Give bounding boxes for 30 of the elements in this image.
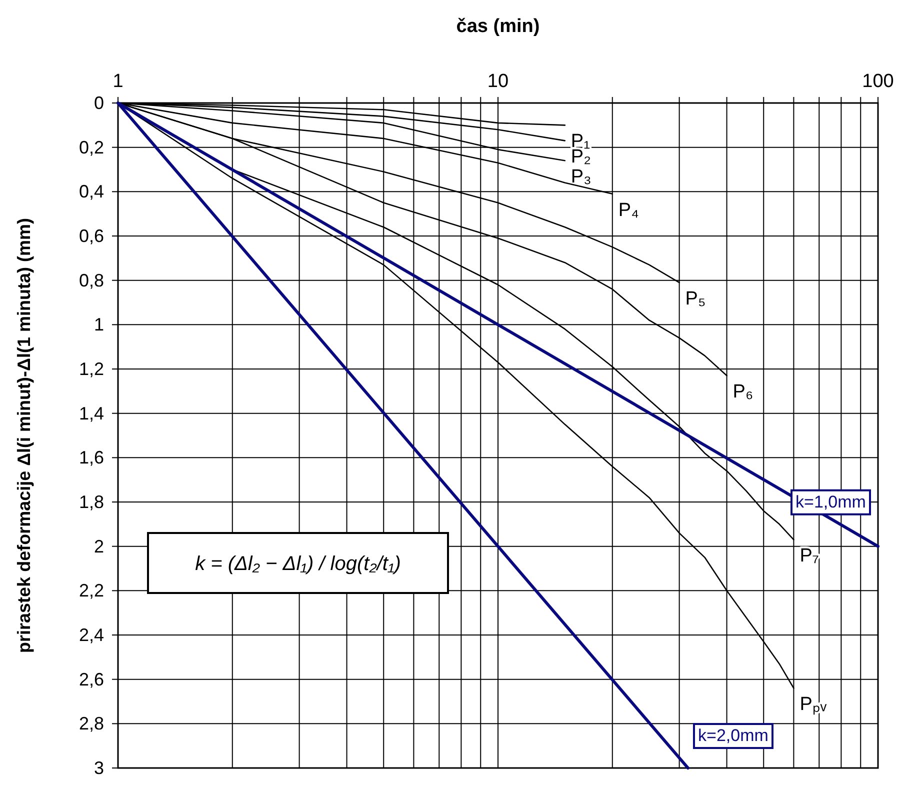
y-tick-label: 0,6 (78, 226, 104, 246)
y-tick-label: 0,2 (78, 137, 104, 158)
y-tick-label: 1,4 (78, 403, 104, 424)
y-tick-label: 0 (94, 93, 104, 113)
series-label: P₇ (800, 546, 819, 567)
series-label: P₆ (732, 382, 754, 403)
x-tick-label: 10 (487, 71, 509, 92)
y-tick-label: 2,6 (78, 669, 104, 690)
series-label: k=1,0mm (796, 492, 866, 512)
y-tick-label: 1,2 (78, 359, 104, 379)
y-tick-label: 1,6 (78, 448, 104, 468)
x-axis-title: čas (min) (456, 16, 540, 37)
formula-box: k = (Δl₂ − Δl₁) / log(t₂/t₁) (147, 532, 449, 594)
annotation: k = (Δl₂ − Δl₁) / log(t₂/t₁) (195, 553, 401, 575)
y-axis-title: prirastek deformacije Δl(i minut)-Δl(1 minuta) (mm) (14, 218, 34, 653)
series-label: P₃ (570, 166, 592, 188)
y-tick-label: 2 (94, 536, 104, 556)
series-label: P₅ (685, 288, 706, 310)
series-label: P₄ (618, 200, 640, 221)
y-tick-label: 0,8 (78, 270, 104, 290)
x-tick-label: 100 (862, 71, 894, 92)
y-tick-label: 1 (94, 314, 104, 335)
y-tick-label: 2,8 (78, 714, 104, 734)
y-tick-label: 2,4 (78, 625, 104, 645)
y-tick-label: 0,4 (78, 182, 104, 202)
series-label: k=2,0mm (698, 726, 768, 745)
y-tick-label: 3 (94, 758, 104, 778)
y-tick-label: 2,2 (78, 580, 104, 601)
y-tick-label: 1,8 (78, 492, 104, 512)
x-tick-label: 1 (112, 71, 124, 92)
